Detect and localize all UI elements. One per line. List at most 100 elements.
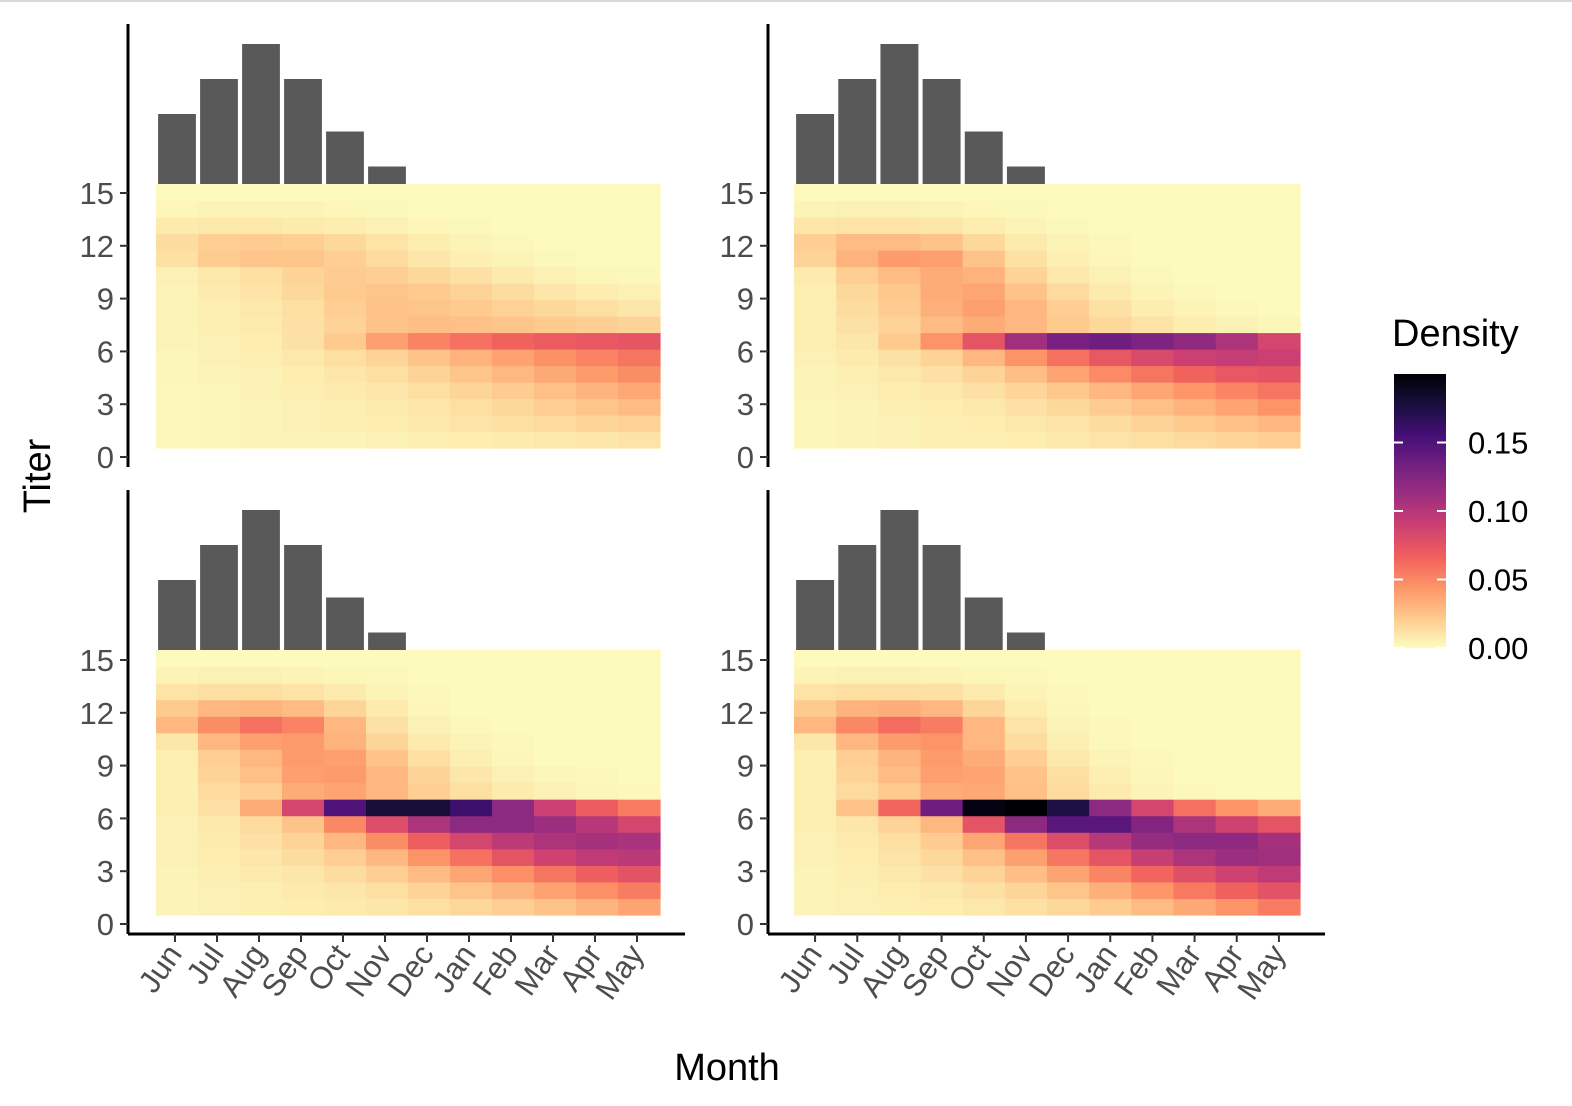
heatmap-cell — [534, 699, 577, 717]
y-tick-label: 15 — [80, 643, 114, 678]
heatmap-cell — [576, 250, 619, 268]
heatmap-cell — [576, 699, 619, 717]
heatmap-tiles — [794, 650, 1301, 916]
heatmap-cell — [156, 415, 199, 433]
heatmap-cell — [1131, 666, 1175, 684]
panel-top-right: 0 3 6 9 12 15 — [720, 24, 1301, 475]
heatmap-cell — [1047, 683, 1090, 701]
heatmap-tiles — [156, 184, 661, 449]
heatmap-cell — [324, 799, 367, 817]
heatmap-cell — [408, 332, 451, 350]
heatmap-cell — [1004, 732, 1048, 750]
heatmap-cell — [450, 765, 493, 784]
heatmap-cell — [534, 316, 577, 334]
heatmap-cell — [962, 732, 1006, 750]
y-tick-label: 0 — [737, 440, 754, 475]
heatmap-cell — [240, 184, 283, 202]
bar-sep — [922, 545, 961, 650]
heatmap-cell — [492, 832, 535, 850]
heatmap-cell — [1131, 732, 1175, 750]
heatmap-cell — [156, 316, 199, 334]
heatmap-cell — [1173, 431, 1217, 449]
heatmap-cell — [324, 666, 367, 684]
heatmap-cell — [366, 200, 409, 218]
heatmap-cell — [1089, 398, 1132, 416]
heatmap-cell — [836, 848, 879, 866]
heatmap-cell — [1131, 398, 1175, 416]
heatmap-cell — [492, 815, 535, 833]
heatmap-cell — [1047, 732, 1090, 750]
heatmap-cell — [878, 832, 922, 850]
heatmap-cell — [1257, 650, 1301, 668]
heatmap-cell — [836, 233, 879, 251]
heatmap-cell — [1173, 832, 1217, 850]
heatmap-cell — [450, 650, 493, 668]
heatmap-cell — [576, 233, 619, 251]
heatmap-cell — [1257, 316, 1301, 334]
bar-jun — [796, 114, 835, 184]
heatmap-cell — [198, 650, 241, 668]
heatmap-cell — [408, 299, 451, 317]
heatmap-cell — [240, 881, 283, 900]
heatmap-cell — [156, 382, 199, 400]
heatmap-cell — [156, 299, 199, 317]
heatmap-cell — [962, 217, 1006, 235]
bar-oct — [964, 597, 1003, 650]
heatmap-cell — [156, 233, 199, 251]
heatmap-cell — [836, 699, 879, 717]
x-tick-label: May — [1230, 938, 1293, 1006]
heatmap-cell — [534, 299, 577, 317]
heatmap-cell — [324, 898, 367, 916]
heatmap-cell — [156, 398, 199, 416]
heatmap-cell — [408, 233, 451, 251]
heatmap-cell — [534, 898, 577, 916]
heatmap-cell — [878, 749, 922, 767]
heatmap-cell — [1004, 898, 1048, 916]
heatmap-cell — [1004, 431, 1048, 449]
heatmap-cell — [1215, 332, 1259, 350]
legend-ticks: 0.00 0.05 0.10 0.15 — [1394, 426, 1528, 666]
heatmap-cell — [1131, 233, 1175, 251]
y-tick-label: 9 — [97, 282, 114, 317]
y-tick-label: 9 — [97, 749, 114, 784]
heatmap-cell — [576, 765, 619, 784]
y-tick-label: 12 — [720, 229, 754, 264]
top-border — [0, 0, 1572, 2]
heatmap-cell — [408, 217, 451, 235]
heatmap-cell — [962, 650, 1006, 668]
heatmap-cell — [240, 299, 283, 317]
heatmap-cell — [1089, 699, 1132, 717]
heatmap-cell — [492, 299, 535, 317]
heatmap-cell — [1004, 299, 1048, 317]
heatmap-cell — [240, 332, 283, 350]
heatmap-cell — [794, 316, 837, 334]
heatmap-cell — [618, 699, 661, 717]
heatmap-cell — [366, 699, 409, 717]
heatmap-cell — [576, 732, 619, 750]
heatmap-cell — [240, 683, 283, 701]
heatmap-cell — [920, 349, 964, 367]
heatmap-cell — [198, 382, 241, 400]
heatmap-cell — [1215, 382, 1259, 400]
heatmap-cell — [794, 815, 837, 833]
heatmap-cell — [1215, 365, 1259, 383]
heatmap-cell — [324, 716, 367, 734]
heatmap-cell — [534, 266, 577, 284]
heatmap-cell — [408, 683, 451, 701]
heatmap-cell — [324, 732, 367, 750]
heatmap-cell — [1131, 881, 1175, 900]
heatmap-cell — [878, 184, 922, 202]
heatmap-cell — [962, 184, 1006, 202]
heatmap-cell — [156, 749, 199, 767]
heatmap-cell — [156, 332, 199, 350]
heatmap-cell — [618, 398, 661, 416]
heatmap-cell — [1004, 782, 1048, 800]
heatmap-cell — [1089, 799, 1132, 817]
y-tick-label: 15 — [80, 176, 114, 211]
heatmap-cell — [1257, 666, 1301, 684]
heatmap-cell — [408, 666, 451, 684]
heatmap-cell — [492, 431, 535, 449]
heatmap-cell — [1047, 749, 1090, 767]
y-tick-label: 3 — [737, 854, 754, 889]
heatmap-cell — [618, 765, 661, 784]
